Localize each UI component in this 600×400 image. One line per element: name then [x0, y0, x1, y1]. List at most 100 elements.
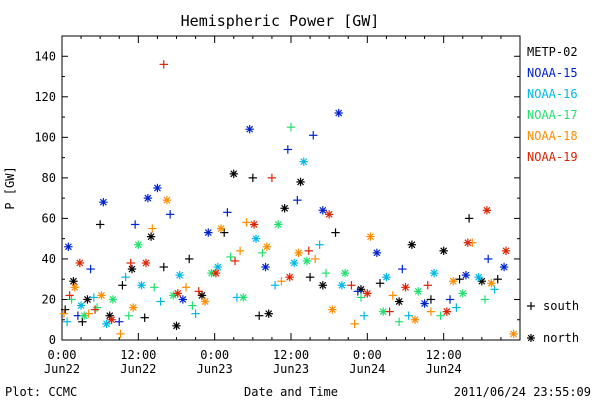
north-point	[80, 311, 89, 320]
north-point	[463, 238, 473, 247]
plot-timestamp: 2011/06/24 23:55:09	[454, 385, 591, 399]
y-tick-label: 20	[42, 292, 56, 306]
north-point	[318, 281, 328, 290]
north-point	[296, 177, 305, 187]
north-point	[501, 246, 511, 256]
south-point	[188, 301, 197, 310]
south-point	[350, 319, 359, 328]
north-point	[410, 315, 420, 324]
north-point	[141, 258, 151, 268]
north-point	[137, 281, 146, 290]
x-tick-date-label: Jun23	[273, 362, 309, 376]
north-point	[449, 277, 458, 286]
data-points	[59, 60, 518, 339]
south-point	[426, 307, 436, 316]
x-tick-date-label: Jun24	[349, 362, 385, 376]
south-point	[148, 224, 157, 233]
south-point	[78, 317, 87, 326]
south-point	[92, 303, 102, 312]
south-point	[315, 240, 324, 249]
north-point	[394, 297, 404, 306]
south-point	[359, 311, 369, 320]
north-point	[213, 262, 223, 272]
x-tick-date-label: Jun24	[426, 362, 462, 376]
north-point	[372, 248, 382, 258]
north-point	[429, 268, 439, 278]
south-point	[258, 248, 267, 258]
south-point	[140, 313, 149, 322]
south-point	[375, 279, 385, 288]
y-tick-label: 80	[42, 171, 56, 185]
south-point	[67, 295, 76, 304]
south-point	[283, 145, 293, 154]
north-point	[482, 206, 492, 215]
south-point	[242, 218, 251, 227]
north-point	[324, 210, 334, 219]
north-point	[363, 289, 372, 298]
north-point	[262, 242, 272, 251]
south-point	[445, 295, 455, 304]
south-point	[304, 246, 314, 256]
south-point	[493, 275, 502, 284]
south-point	[159, 262, 168, 272]
legend-series-label: NOAA-18	[527, 129, 578, 143]
south-point	[165, 210, 175, 219]
south-point	[226, 252, 235, 262]
north-point	[340, 268, 350, 278]
north-point	[442, 307, 452, 316]
south-point	[356, 293, 366, 302]
y-tick-label: 100	[34, 130, 56, 144]
south-point	[223, 208, 232, 217]
north-point	[261, 262, 270, 272]
south-point	[181, 283, 191, 292]
south-point	[89, 293, 99, 302]
south-point	[452, 303, 461, 312]
south-point	[347, 281, 356, 290]
south-point	[115, 317, 124, 326]
south-point	[321, 268, 331, 278]
north-point	[172, 321, 181, 331]
north-point	[401, 283, 410, 292]
north-point	[175, 270, 184, 280]
north-point	[107, 315, 116, 324]
north-point	[280, 204, 289, 213]
legend-marker-label: north	[543, 331, 579, 345]
x-tick-time-label: 12:00	[120, 348, 156, 362]
north-point	[245, 125, 254, 134]
south-point	[62, 317, 72, 326]
north-point	[200, 297, 210, 306]
south-point	[277, 277, 286, 286]
south-point	[59, 309, 69, 318]
north-point	[127, 264, 137, 274]
north-point	[178, 295, 188, 304]
south-point	[394, 317, 404, 326]
y-tick-label: 40	[42, 252, 56, 266]
x-tick-date-label: Jun23	[197, 362, 233, 376]
north-point	[204, 228, 213, 237]
plot-credit: Plot: CCMC	[5, 385, 77, 399]
x-tick-time-label: 0:00	[353, 348, 382, 362]
north-point	[420, 299, 429, 308]
y-tick-label: 140	[34, 49, 56, 63]
south-point	[331, 228, 340, 237]
north-point	[499, 262, 509, 272]
north-point	[251, 234, 261, 243]
north-point	[239, 293, 248, 302]
north-point	[75, 258, 85, 268]
x-tick-date-label: Jun22	[120, 362, 156, 376]
north-point	[97, 291, 106, 300]
south-point	[464, 214, 474, 223]
north-point	[99, 197, 108, 207]
south-point	[267, 173, 277, 183]
north-point	[458, 289, 467, 298]
north-point	[108, 295, 118, 304]
south-point	[385, 307, 394, 316]
north-point	[229, 169, 238, 179]
north-point	[102, 319, 111, 328]
south-point	[130, 220, 140, 229]
south-point	[436, 311, 445, 320]
south-point	[65, 291, 74, 300]
south-point	[483, 254, 493, 264]
south-point	[159, 60, 168, 69]
north-point	[69, 277, 78, 286]
